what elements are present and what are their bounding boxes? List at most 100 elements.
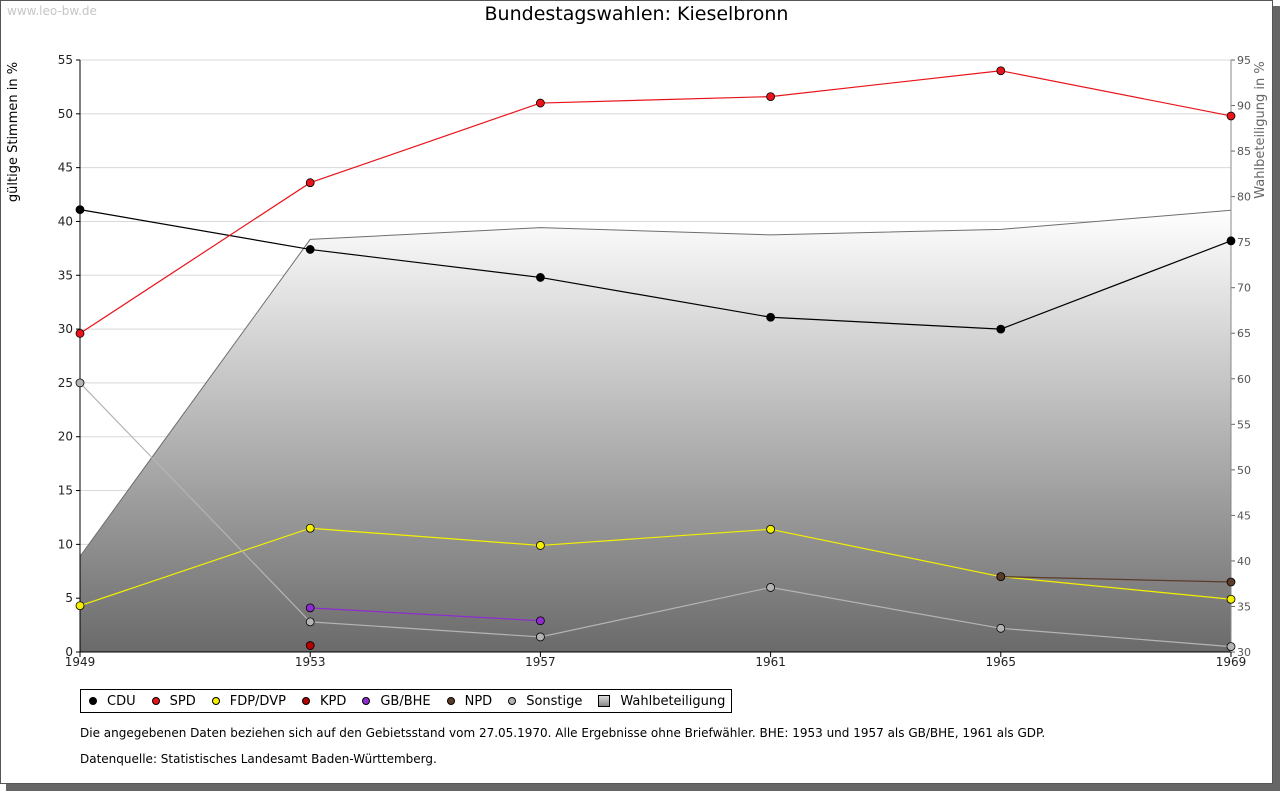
- y2-tick-label: 80: [1237, 191, 1251, 204]
- data-point-fdpdvp: [1226, 594, 1236, 604]
- legend-item-sonstige: Sonstige: [508, 694, 582, 709]
- y2-tick-label: 30: [1237, 646, 1251, 659]
- legend-label-npd: NPD: [464, 693, 493, 709]
- data-point-cdu: [996, 324, 1006, 334]
- y-tick-label: 0: [65, 645, 73, 659]
- legend-marker-npd: [446, 697, 455, 705]
- data-point-sonstige: [996, 623, 1006, 633]
- legend-item-npd: NPD: [446, 693, 493, 709]
- turnout-line: [79, 209, 1232, 557]
- chart-canvas: 0 5 10 15 20 25 30 35 40 45 50 55 30 35 40 45 50 55 60 65 70…: [6, 53, 1268, 669]
- y2-tick-label: 55: [1237, 418, 1251, 431]
- legend-item-spd: SPD: [151, 693, 196, 709]
- y2-tick-label: 65: [1237, 327, 1251, 340]
- data-point-gbbhe: [305, 603, 315, 613]
- data-point-cdu: [305, 245, 315, 254]
- series-line-spd: [79, 70, 1232, 334]
- legend: CDU SPD FDP/DVP KPD GB/BHE NPD Sonstige …: [80, 689, 733, 713]
- series-line-npd: [1000, 576, 1232, 583]
- data-point-fdpdvp: [305, 523, 315, 533]
- legend-marker-sonstige: [508, 697, 517, 705]
- data-point-spd: [996, 66, 1006, 76]
- y-tick-label: 30: [58, 322, 73, 336]
- data-point-spd: [536, 98, 545, 108]
- y-tick-label: 15: [58, 484, 73, 498]
- y2-tick-label: 95: [1237, 54, 1251, 67]
- legend-item-gbbhe: GB/BHE: [362, 693, 431, 709]
- x-tick-label: 1965: [986, 655, 1017, 669]
- y2-tick-label: 85: [1237, 145, 1251, 158]
- y2-tick-label: 90: [1237, 100, 1251, 113]
- data-point-spd: [1226, 111, 1236, 121]
- data-point-npd: [996, 572, 1006, 582]
- y2-tick-label: 60: [1237, 373, 1251, 386]
- y2-tick-label: 45: [1237, 509, 1251, 522]
- y-tick-label: 45: [58, 161, 73, 175]
- data-point-spd: [766, 92, 775, 101]
- legend-label-gbbhe: GB/BHE: [380, 693, 431, 709]
- x-tick-label: 1949: [65, 655, 96, 669]
- legend-item-wahlbeteiligung: Wahlbeteiligung: [598, 694, 725, 709]
- legend-item-fdp: FDP/DVP: [211, 693, 286, 709]
- legend-label-fdp: FDP/DVP: [229, 693, 286, 709]
- frame-shadow-right: [1273, 6, 1280, 791]
- turnout-area-fill: [80, 210, 1231, 652]
- data-point-sonstige: [75, 378, 85, 388]
- series-line-gbbhe: [310, 607, 541, 622]
- data-point-spd: [75, 328, 85, 338]
- y-tick-label: 55: [58, 53, 73, 67]
- legend-marker-gbbhe: [362, 697, 371, 705]
- y-tick-label: 35: [58, 268, 73, 282]
- legend-item-kpd: KPD: [301, 693, 347, 709]
- data-point-npd: [1226, 577, 1236, 587]
- y-tick-label: 5: [65, 591, 73, 605]
- data-point-cdu: [75, 205, 85, 215]
- legend-label-wahlbeteiligung: Wahlbeteiligung: [620, 693, 726, 709]
- axes: 0 5 10 15 20 25 30 35 40 45 50 55 30 35 40 45 50 55 60 65 70…: [58, 53, 1251, 669]
- x-tick-label: 1961: [755, 655, 786, 669]
- legend-marker-spd: [151, 697, 160, 705]
- data-point-cdu: [536, 273, 545, 282]
- data-point-fdpdvp: [766, 524, 775, 534]
- y-axis-label: gültige Stimmen in %: [6, 62, 21, 202]
- legend-label-cdu: CDU: [107, 693, 136, 709]
- data-point-kpd: [305, 641, 315, 650]
- y-tick-label: 20: [58, 430, 73, 444]
- data-point-gbbhe: [536, 616, 545, 626]
- y-tick-label: 10: [58, 537, 73, 551]
- data-point-fdpdvp: [536, 541, 545, 550]
- legend-marker-wahlbeteiligung: [598, 695, 611, 707]
- legend-marker-cdu: [89, 697, 97, 705]
- y2-tick-label: 40: [1237, 555, 1251, 568]
- frame-shadow-bottom: [6, 784, 1280, 791]
- y2-axis-label: Wahlbeteiligung in %: [1253, 61, 1268, 198]
- turnout-area: [79, 209, 1232, 652]
- data-point-cdu: [1226, 236, 1236, 246]
- y-tick-label: 40: [58, 214, 73, 228]
- watermark: www.leo-bw.de: [7, 4, 97, 18]
- series: [75, 66, 1236, 652]
- data-point-sonstige: [305, 617, 315, 627]
- legend-label-sonstige: Sonstige: [526, 693, 583, 709]
- x-tick-label: 1957: [525, 655, 556, 669]
- y2-tick-label: 75: [1237, 236, 1251, 249]
- y-tick-label: 25: [58, 376, 73, 390]
- legend-marker-fdp: [211, 697, 220, 705]
- data-point-fdpdvp: [75, 601, 85, 611]
- x-tick-label: 1969: [1216, 655, 1247, 669]
- y-tick-label: 50: [58, 107, 73, 121]
- chart-title: Bundestagswahlen: Kieselbronn: [484, 3, 789, 25]
- x-tick-label: 1953: [295, 655, 326, 669]
- y2-tick-label: 70: [1237, 282, 1251, 295]
- y2-tick-label: 35: [1237, 600, 1251, 613]
- legend-label-kpd: KPD: [319, 693, 347, 709]
- data-point-sonstige: [536, 632, 545, 642]
- data-point-sonstige: [1226, 642, 1236, 652]
- series-line-fdpdvp: [79, 527, 1232, 607]
- legend-item-cdu: CDU: [89, 694, 136, 709]
- data-source: Datenquelle: Statistisches Landesamt Bad…: [80, 752, 437, 766]
- legend-label-spd: SPD: [169, 693, 196, 709]
- series-line-sonstige: [79, 382, 1232, 648]
- data-point-cdu: [766, 312, 775, 322]
- legend-marker-kpd: [301, 697, 310, 705]
